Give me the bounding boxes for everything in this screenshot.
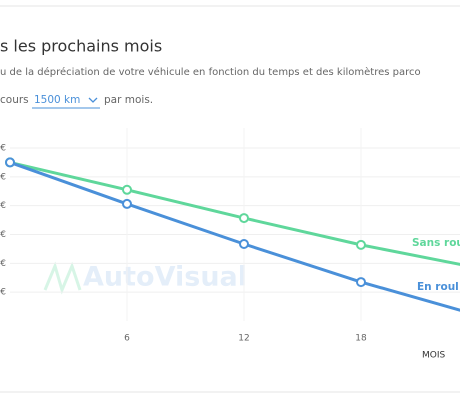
series-line: [9, 160, 460, 266]
title: s les prochains mois: [0, 37, 162, 56]
point: [356, 239, 366, 250]
chevron[interactable]: [88, 97, 98, 103]
y-tick-label: €: [0, 172, 6, 182]
y-tick-label: €: [0, 201, 6, 211]
point: [356, 277, 366, 288]
plot: € € € € € €6 12 18 MOIS Sans rou En roul: [0, 128, 460, 361]
y-tick-label: €: [0, 288, 6, 298]
mileage-suffix: par mois.: [104, 94, 153, 106]
mileage-select[interactable]: 1500 km: [34, 94, 80, 106]
point: [5, 157, 15, 168]
mileage-prefix: cours: [0, 94, 29, 106]
x-tick-label: 12: [238, 334, 249, 344]
point: [122, 198, 132, 209]
y-tick-label: €: [0, 230, 6, 240]
y-tick-label: €: [0, 144, 6, 154]
series-label: Sans rou: [412, 237, 460, 249]
x-tick-label: 18: [355, 334, 367, 344]
series-label: En roul: [417, 281, 459, 293]
y-tick-label: €: [0, 259, 6, 269]
x-tick-label: 6: [124, 334, 130, 344]
point: [122, 184, 132, 195]
point: [239, 213, 249, 224]
x-axis-label: MOIS: [422, 351, 446, 361]
watermark-logo: [43, 261, 82, 295]
description: u de la dépréciation de votre véhicule e…: [0, 66, 421, 78]
point: [239, 239, 249, 250]
watermark: AutoVisual: [83, 262, 247, 293]
